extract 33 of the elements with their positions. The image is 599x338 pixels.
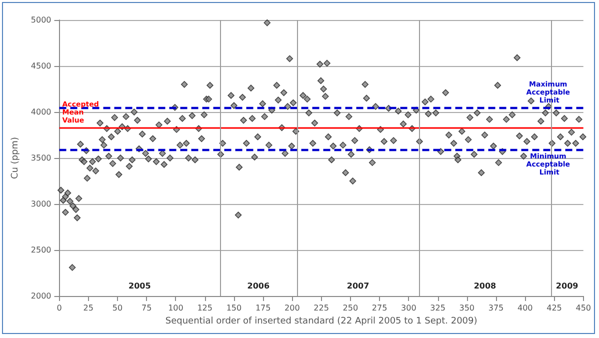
x-tick-label: 250	[342, 304, 358, 312]
x-tick-label: 125	[197, 304, 212, 312]
x-tick-label: 400	[517, 304, 533, 312]
x-tick-label: 425	[546, 304, 562, 312]
x-tick-label: 100	[168, 304, 184, 312]
x-tick-label: 325	[430, 304, 446, 312]
x-tick-label: 450	[576, 304, 592, 312]
annotation: 2006	[247, 282, 270, 290]
y-tick-label: 3500	[30, 154, 52, 162]
x-tick-label: 50	[112, 304, 123, 312]
x-tick-label: 200	[284, 304, 300, 312]
x-tick-label: 300	[401, 304, 416, 312]
x-tick-label: 25	[83, 304, 94, 312]
y-tick-label: 4500	[30, 62, 52, 70]
x-tick-label: 375	[488, 304, 504, 312]
annotation: 2008	[474, 282, 497, 290]
x-tick-label: 350	[459, 304, 475, 312]
x-tick-label: 0	[56, 304, 62, 312]
y-tick-label: 3000	[30, 200, 52, 208]
x-tick-label: 75	[142, 304, 152, 312]
y-tick-label: 4000	[30, 108, 52, 116]
x-tick-label: 175	[255, 304, 271, 312]
x-tick-label: 225	[314, 304, 329, 312]
x-axis-title: Sequential order of inserted standard (22 April 2005 to 1 Sept. 2009)	[165, 316, 478, 326]
annotation: 2009	[556, 282, 579, 290]
y-tick-label: 2000	[30, 292, 52, 300]
y-tick-label: 2500	[30, 246, 52, 254]
y-axis-title: Cu (ppm)	[10, 136, 20, 180]
annotation: 2007	[346, 282, 370, 290]
y-tick-label: 5000	[30, 16, 52, 24]
x-tick-label: 275	[372, 304, 388, 312]
x-tick-label: 150	[226, 304, 242, 312]
annotation: 2005	[128, 282, 152, 290]
